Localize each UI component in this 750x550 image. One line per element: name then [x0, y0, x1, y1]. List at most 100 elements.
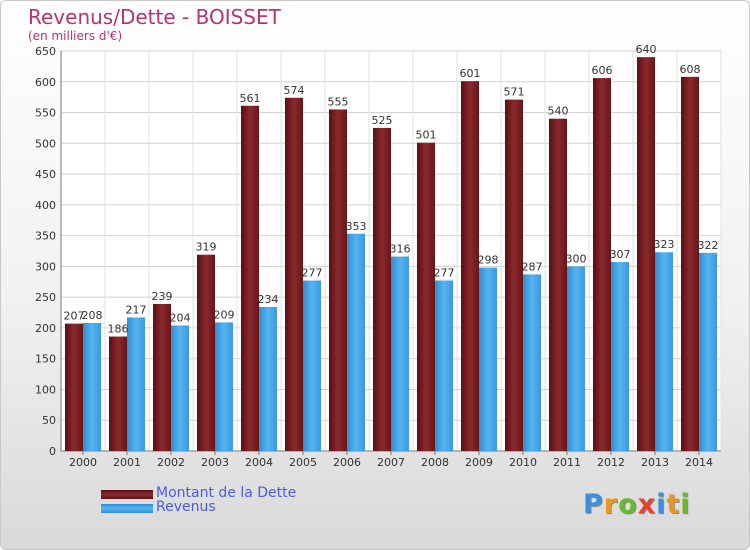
- logo-letter: x: [637, 489, 657, 520]
- data-label-dette: 525: [372, 114, 393, 127]
- bar-revenus: [127, 317, 145, 451]
- bar-dette: [197, 254, 215, 451]
- bar-revenus: [259, 307, 277, 451]
- logo-letter: i: [680, 489, 691, 520]
- data-label-revenus: 277: [302, 267, 323, 280]
- legend-swatch-revenus: [101, 504, 153, 513]
- logo-letter: i: [656, 489, 667, 520]
- y-tick-label: 300: [35, 260, 56, 273]
- y-tick-label: 200: [35, 322, 56, 335]
- bar-dette: [417, 142, 435, 451]
- data-label-revenus: 277: [434, 267, 455, 280]
- x-tick-label: 2002: [157, 456, 185, 469]
- x-tick-label: 2014: [685, 456, 713, 469]
- bar-revenus: [611, 262, 629, 451]
- chart-subtitle: (en milliers d'€): [28, 29, 123, 43]
- legend-swatch-dette: [101, 490, 153, 499]
- x-tick-label: 2011: [553, 456, 581, 469]
- x-tick-label: 2005: [289, 456, 317, 469]
- bar-revenus: [215, 322, 233, 451]
- bar-revenus: [479, 267, 497, 451]
- y-tick-label: 400: [35, 199, 56, 212]
- bar-revenus: [523, 274, 541, 451]
- x-tick-label: 2000: [69, 456, 97, 469]
- y-tick-label: 650: [35, 45, 56, 58]
- data-label-dette: 571: [504, 86, 525, 99]
- axes: 0 50 100 150 200 250 300 350 400 450 500 550 600 650 2…: [35, 45, 721, 469]
- data-label-revenus: 298: [478, 254, 499, 267]
- bar-revenus: [435, 280, 453, 451]
- data-label-dette: 640: [636, 43, 657, 56]
- x-tick-label: 2003: [201, 456, 229, 469]
- x-tick-label: 2007: [377, 456, 405, 469]
- y-tick-label: 600: [35, 76, 56, 89]
- logo-letter: t: [666, 489, 681, 520]
- y-tick-label: 0: [49, 445, 56, 458]
- x-tick-label: 2010: [509, 456, 537, 469]
- bar-revenus: [567, 266, 585, 451]
- data-label-revenus: 316: [390, 243, 411, 256]
- data-label-dette: 608: [680, 63, 701, 76]
- bar-revenus: [391, 256, 409, 451]
- data-label-revenus: 322: [698, 239, 719, 252]
- x-tick-label: 2006: [333, 456, 361, 469]
- y-tick-label: 350: [35, 230, 56, 243]
- data-label-revenus: 323: [654, 238, 675, 251]
- data-label-revenus: 209: [214, 308, 235, 321]
- data-label-revenus: 208: [82, 309, 103, 322]
- data-label-revenus: 353: [346, 220, 367, 233]
- logo-letter: o: [618, 489, 638, 520]
- bar-dette: [681, 76, 699, 451]
- bar-dette: [505, 99, 523, 451]
- bar-dette: [241, 105, 259, 452]
- data-label-revenus: 234: [258, 293, 279, 306]
- data-label-dette: 207: [64, 310, 85, 323]
- bar-dette: [637, 57, 655, 452]
- y-tick-label: 550: [35, 107, 56, 120]
- data-label-dette: 561: [240, 92, 261, 105]
- data-label-dette: 574: [284, 84, 305, 97]
- bar-revenus: [303, 280, 321, 451]
- bar-revenus: [699, 252, 717, 451]
- logo-letter: r: [603, 489, 619, 520]
- bar-dette: [593, 78, 611, 452]
- y-tick-label: 500: [35, 137, 56, 150]
- bar-revenus: [347, 233, 365, 451]
- bar-revenus: [655, 252, 673, 451]
- bar-dette: [285, 97, 303, 452]
- data-label-dette: 606: [592, 64, 613, 77]
- x-tick-label: 2013: [641, 456, 669, 469]
- bar-dette: [461, 81, 479, 452]
- y-tick-label: 50: [42, 414, 56, 427]
- y-tick-label: 250: [35, 291, 56, 304]
- data-label-dette: 540: [548, 105, 569, 118]
- y-tick-label: 100: [35, 383, 56, 396]
- chart-title: Revenus/Dette - BOISSET: [28, 5, 281, 29]
- data-label-revenus: 204: [170, 311, 191, 324]
- bar-revenus: [171, 325, 189, 451]
- y-tick-label: 150: [35, 353, 56, 366]
- bar-dette: [549, 118, 567, 451]
- legend-label-revenus: Revenus: [156, 499, 216, 515]
- bar-dette: [329, 109, 347, 451]
- data-label-revenus: 300: [566, 252, 587, 265]
- x-tick-label: 2008: [421, 456, 449, 469]
- x-tick-label: 2009: [465, 456, 493, 469]
- bar-dette: [109, 336, 127, 451]
- data-label-revenus: 287: [522, 260, 543, 273]
- x-tick-label: 2001: [113, 456, 141, 469]
- data-label-dette: 319: [196, 241, 217, 254]
- legend-label-dette: Montant de la Dette: [156, 485, 297, 501]
- proxiti-logo: Proxiti: [583, 489, 691, 520]
- data-label-dette: 555: [328, 95, 349, 108]
- data-label-revenus: 307: [610, 248, 631, 261]
- data-label-dette: 501: [416, 129, 437, 142]
- bar-dette: [65, 323, 83, 451]
- data-label-dette: 239: [152, 290, 173, 303]
- data-label-dette: 601: [460, 67, 481, 80]
- y-tick-label: 450: [35, 168, 56, 181]
- x-tick-label: 2012: [597, 456, 625, 469]
